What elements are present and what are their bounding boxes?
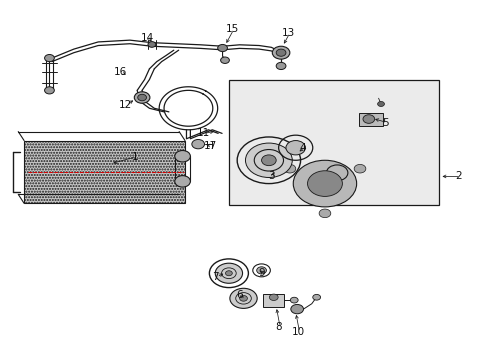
Text: 13: 13	[281, 28, 294, 38]
Circle shape	[256, 267, 266, 274]
Polygon shape	[24, 140, 184, 203]
Circle shape	[284, 165, 295, 173]
Circle shape	[229, 288, 257, 309]
Circle shape	[307, 171, 342, 197]
Circle shape	[272, 46, 289, 59]
Circle shape	[362, 115, 374, 123]
Circle shape	[148, 41, 156, 47]
Text: 17: 17	[203, 141, 217, 151]
Circle shape	[245, 143, 292, 177]
Circle shape	[217, 44, 227, 51]
Text: 12: 12	[118, 100, 131, 110]
Circle shape	[191, 139, 204, 149]
Circle shape	[261, 155, 276, 166]
Circle shape	[215, 263, 242, 283]
Text: 9: 9	[258, 268, 264, 278]
Text: 15: 15	[225, 24, 239, 35]
Circle shape	[225, 271, 232, 276]
Circle shape	[319, 209, 330, 218]
Circle shape	[138, 94, 146, 101]
Circle shape	[312, 294, 320, 300]
Circle shape	[285, 140, 305, 155]
Text: 16: 16	[113, 67, 126, 77]
Circle shape	[290, 297, 298, 303]
Circle shape	[44, 54, 54, 62]
Text: 6: 6	[236, 290, 243, 300]
Text: 11: 11	[196, 129, 209, 138]
Bar	[228, 80, 438, 205]
Circle shape	[377, 102, 384, 107]
Text: 10: 10	[291, 327, 304, 337]
Circle shape	[353, 165, 365, 173]
Text: 1: 1	[131, 152, 138, 162]
Circle shape	[293, 160, 356, 207]
Circle shape	[174, 176, 190, 187]
Circle shape	[220, 57, 229, 63]
Circle shape	[239, 296, 247, 301]
Bar	[263, 294, 284, 307]
Circle shape	[276, 62, 285, 69]
Bar	[358, 113, 383, 126]
Text: 3: 3	[267, 171, 274, 181]
Text: 4: 4	[299, 143, 305, 153]
Circle shape	[269, 294, 278, 301]
Text: 2: 2	[455, 171, 462, 181]
Text: 7: 7	[211, 272, 218, 282]
Text: 5: 5	[382, 118, 388, 128]
Circle shape	[290, 305, 303, 314]
Circle shape	[174, 150, 190, 162]
Circle shape	[276, 49, 285, 56]
Text: 14: 14	[140, 33, 153, 43]
Text: 8: 8	[275, 322, 282, 332]
Circle shape	[134, 92, 150, 103]
Circle shape	[44, 87, 54, 94]
